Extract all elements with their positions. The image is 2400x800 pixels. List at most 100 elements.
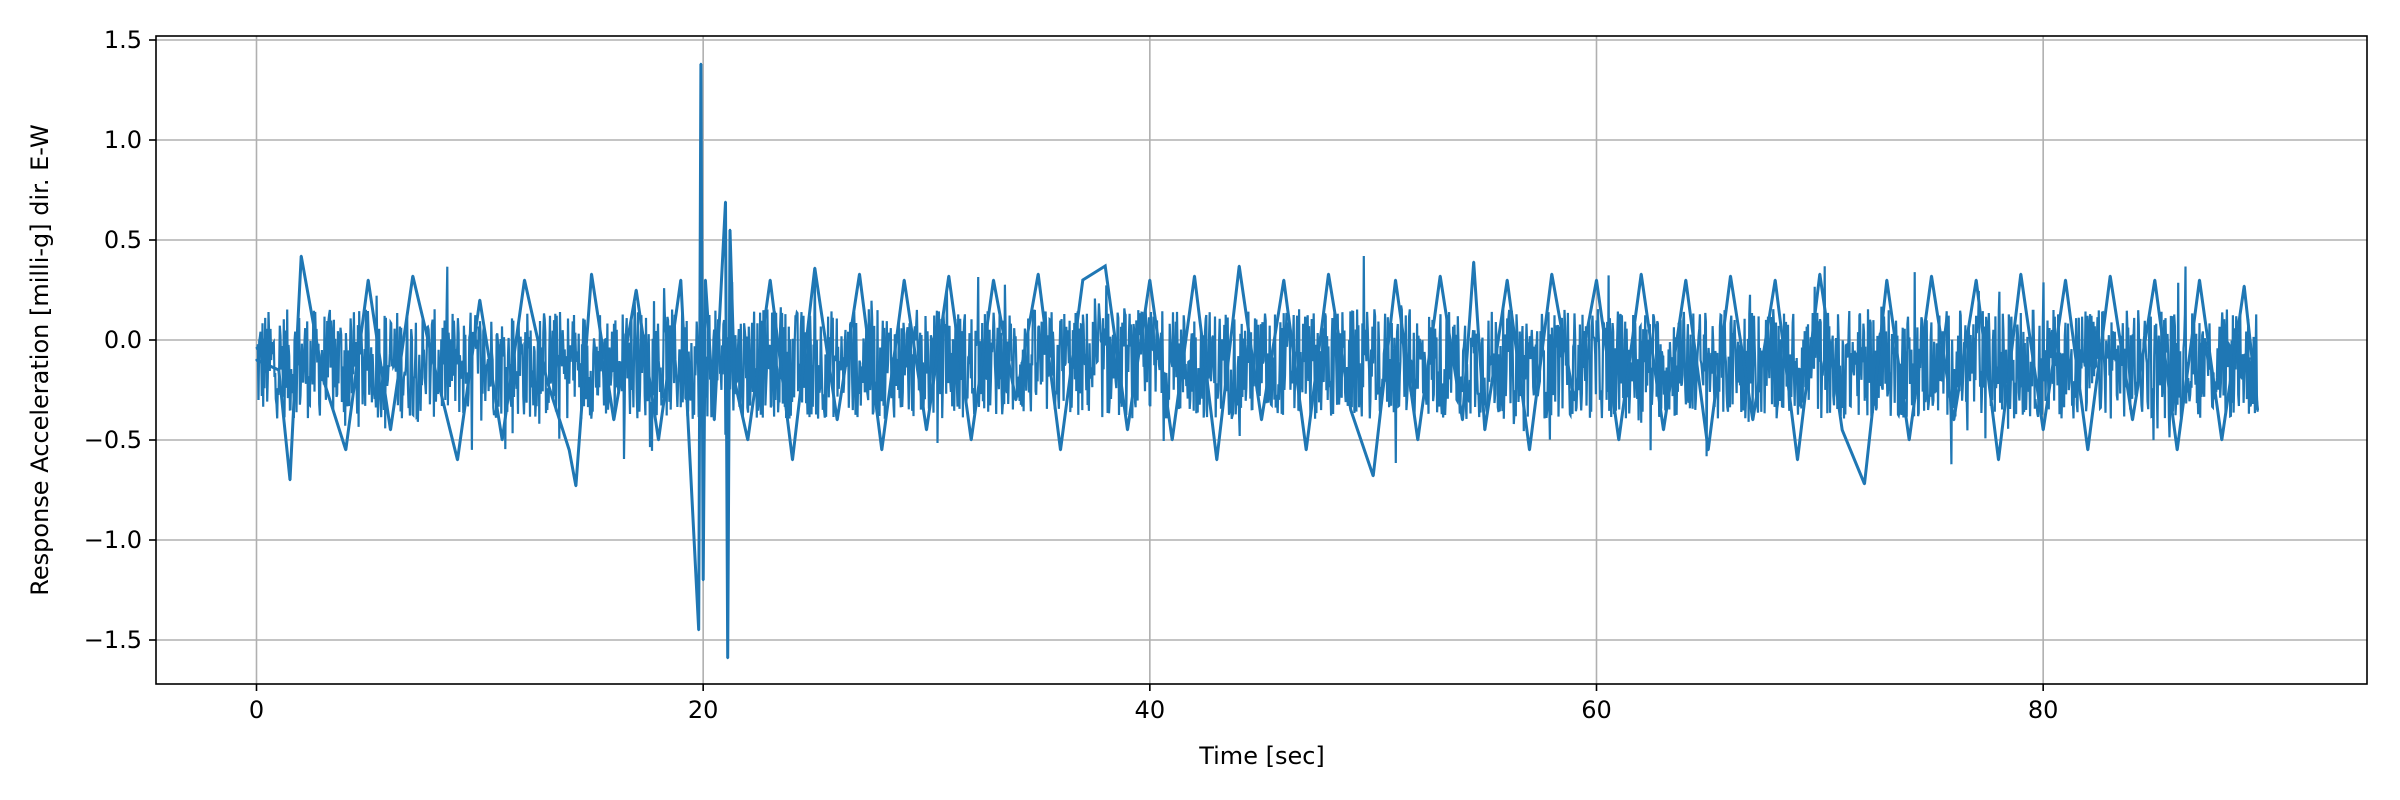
data-point <box>704 278 707 282</box>
data-point <box>1885 278 1889 282</box>
data-point <box>1595 278 1598 282</box>
y-tick-label: −1.0 <box>84 526 142 554</box>
data-point <box>836 418 839 422</box>
data-point <box>1908 438 1911 442</box>
data-point <box>300 254 303 258</box>
y-tick-label: 0.0 <box>104 326 142 354</box>
data-point <box>1215 458 1219 462</box>
data-point <box>2198 278 2201 282</box>
y-tick-label: 0.5 <box>104 226 142 254</box>
data-point <box>635 288 638 292</box>
data-point <box>2042 428 2045 432</box>
x-axis-label: Time [sec] <box>1198 742 1325 770</box>
data-point <box>1327 272 1330 276</box>
data-point <box>1997 458 2000 462</box>
data-point <box>925 428 928 432</box>
data-point <box>992 278 995 282</box>
x-tick-label: 60 <box>1581 696 1612 724</box>
data-point <box>1081 278 1085 282</box>
data-point <box>1349 408 1353 412</box>
data-point <box>2131 418 2134 422</box>
data-point <box>478 298 481 302</box>
data-point <box>1796 458 1799 462</box>
y-tick-label: 1.0 <box>104 126 142 154</box>
data-point <box>970 438 973 442</box>
data-point <box>1439 274 1442 278</box>
data-point <box>456 458 459 462</box>
y-tick-label: −1.5 <box>84 626 142 654</box>
data-point <box>1282 278 1286 282</box>
data-point <box>1930 274 1933 278</box>
data-point <box>657 438 660 442</box>
data-point <box>574 484 578 488</box>
data-point <box>288 478 292 482</box>
data-point <box>1617 438 1621 442</box>
data-point <box>1059 448 1062 452</box>
data-point <box>769 278 772 282</box>
data-point <box>1037 272 1040 276</box>
data-point <box>1193 274 1196 278</box>
data-point <box>1483 428 1487 432</box>
data-point <box>1751 418 1755 422</box>
data-point <box>791 458 794 462</box>
series-layer <box>255 62 2260 660</box>
data-point <box>726 656 729 660</box>
y-tick-label: 1.5 <box>104 26 142 54</box>
data-point <box>612 418 615 422</box>
data-point <box>344 448 347 452</box>
data-point <box>679 278 682 282</box>
x-tick-label: 40 <box>1135 696 1166 724</box>
data-point <box>1014 398 1017 402</box>
data-point <box>858 272 861 276</box>
x-tick-label: 20 <box>688 696 719 724</box>
data-point <box>1662 428 1665 432</box>
data-point <box>1729 274 1732 278</box>
y-tick-label: −0.5 <box>84 426 142 454</box>
data-point <box>2243 284 2246 288</box>
data-point <box>1975 278 1978 282</box>
data-point <box>389 428 392 432</box>
data-point <box>1305 448 1308 452</box>
data-point <box>724 200 727 204</box>
data-point <box>367 278 370 282</box>
data-point <box>501 438 504 442</box>
data-point <box>277 368 280 372</box>
data-point <box>255 358 258 362</box>
data-point <box>2256 408 2259 412</box>
data-point <box>699 62 703 66</box>
data-point <box>2153 278 2156 282</box>
data-point <box>2019 272 2023 276</box>
data-point <box>1684 278 1688 282</box>
data-point <box>1841 428 1844 432</box>
data-point <box>2176 448 2179 452</box>
data-point <box>2086 448 2089 452</box>
data-point <box>1818 272 1822 276</box>
data-point <box>1472 260 1475 264</box>
data-point <box>1238 264 1241 268</box>
data-point <box>713 418 716 422</box>
data-point <box>728 228 732 232</box>
plot-frame <box>155 35 2368 685</box>
data-point <box>733 378 736 382</box>
data-point <box>1372 474 1375 478</box>
data-point <box>1640 272 1643 276</box>
data-point <box>2220 438 2223 442</box>
data-point <box>1148 278 1152 282</box>
ticks: 0 20 40 60 80 −1.5 −1.0 −0.5 0.0 0.5 1.0 1.5 <box>84 26 2059 724</box>
y-axis-label: Response Acceleration [milli-g] dir. E-W <box>26 124 54 595</box>
data-point <box>2064 278 2067 282</box>
data-point <box>1126 428 1129 432</box>
x-tick-label: 80 <box>2028 696 2059 724</box>
data-point <box>545 378 548 382</box>
data-point <box>322 378 325 382</box>
data-point <box>1461 418 1464 422</box>
data-point <box>1104 264 1107 268</box>
data-point <box>697 628 700 632</box>
data-point <box>568 448 571 452</box>
data-point <box>1863 482 1866 486</box>
data-point <box>1573 398 1576 402</box>
data-point <box>1550 272 1554 276</box>
data-point <box>903 278 906 282</box>
data-point <box>1260 418 1263 422</box>
